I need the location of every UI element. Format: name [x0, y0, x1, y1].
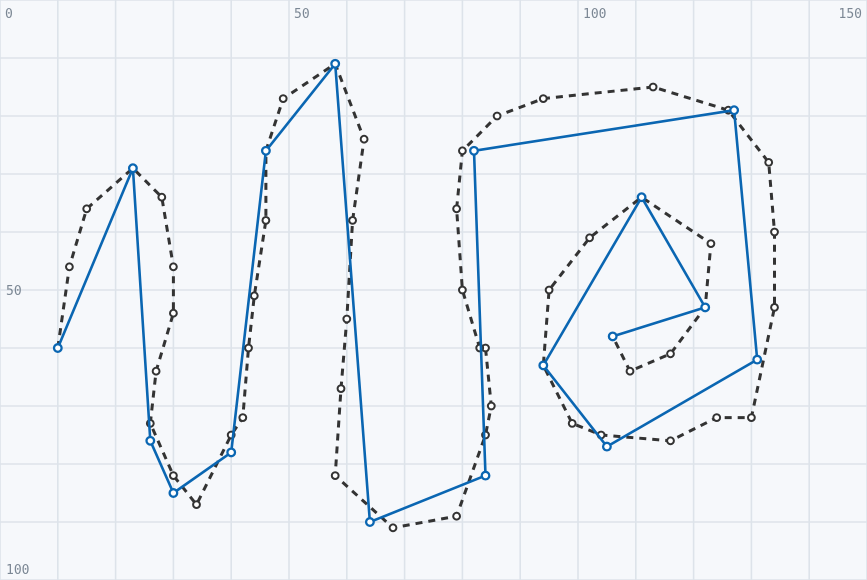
solid-series-point	[700, 302, 711, 313]
dashed-series-point	[625, 366, 635, 376]
dashed-series-point	[544, 285, 554, 295]
dashed-series-point	[238, 413, 248, 423]
x-tick-label: 150	[839, 7, 862, 22]
dashed-series-point	[492, 111, 502, 121]
dashed-series-point	[157, 192, 167, 202]
dashed-series-point	[278, 94, 288, 103]
solid-series-point	[469, 145, 479, 156]
dashed-series-point	[169, 308, 178, 318]
dashed-series-line	[56, 62, 776, 530]
dashed-series-point	[359, 134, 369, 144]
solid-series-point	[168, 488, 179, 498]
dashed-series-point	[65, 262, 74, 272]
dashed-series-point	[82, 204, 92, 214]
dashed-series-point	[567, 419, 577, 428]
dashed-series-point	[151, 366, 161, 376]
dashed-series-point	[244, 343, 253, 353]
dashed-series-point	[712, 413, 722, 423]
dashed-series-point	[249, 291, 259, 301]
x-tick-label: 100	[583, 7, 606, 22]
solid-series-point	[52, 343, 63, 353]
solid-series-point	[330, 58, 341, 69]
x-tick-label: 50	[294, 7, 310, 22]
dashed-series-point	[764, 158, 774, 167]
solid-series-point	[752, 354, 763, 365]
y-tick-label: 100	[6, 563, 29, 578]
solid-series-point	[480, 470, 491, 481]
dashed-series-point	[706, 239, 716, 249]
solid-series-point	[127, 163, 138, 174]
dashed-series-point	[770, 227, 779, 237]
dashed-series-point	[747, 413, 756, 423]
dashed-series-point	[330, 471, 340, 481]
y-tick-label: 50	[6, 284, 22, 299]
dashed-series-point	[192, 500, 201, 510]
solid-series-point	[729, 105, 740, 116]
dashed-series-point	[348, 216, 358, 225]
dashed-series-point	[666, 436, 675, 446]
dashed-series-point	[538, 94, 548, 103]
solid-series-point	[364, 517, 375, 527]
dashed-series-point	[336, 384, 346, 394]
dashed-series-point	[342, 314, 352, 324]
series-group	[52, 58, 779, 533]
solid-series-point	[260, 145, 271, 156]
solid-series-point	[226, 447, 237, 458]
dashed-series-point	[261, 216, 271, 225]
dashed-series-point	[169, 262, 178, 272]
dashed-series-point	[458, 146, 467, 156]
x-tick-label: 0	[5, 7, 13, 22]
dashed-series-point	[486, 401, 496, 411]
solid-series-point	[607, 331, 618, 342]
solid-series-point	[145, 435, 156, 446]
dashed-series-point	[388, 523, 398, 533]
dashed-series-point	[666, 349, 675, 359]
dashed-series-point	[770, 303, 779, 312]
dashed-series-point	[458, 285, 467, 295]
solid-series-point	[636, 192, 647, 203]
dashed-series-point	[648, 82, 658, 92]
tick-labels: 0 50 100 150 50 100	[5, 7, 862, 578]
solid-series-point	[538, 360, 549, 371]
dashed-series-point	[585, 233, 594, 243]
dashed-series-point	[452, 511, 462, 521]
solid-series-point	[601, 441, 612, 452]
dashed-series-point	[452, 204, 462, 214]
dashed-series-point	[169, 471, 178, 481]
